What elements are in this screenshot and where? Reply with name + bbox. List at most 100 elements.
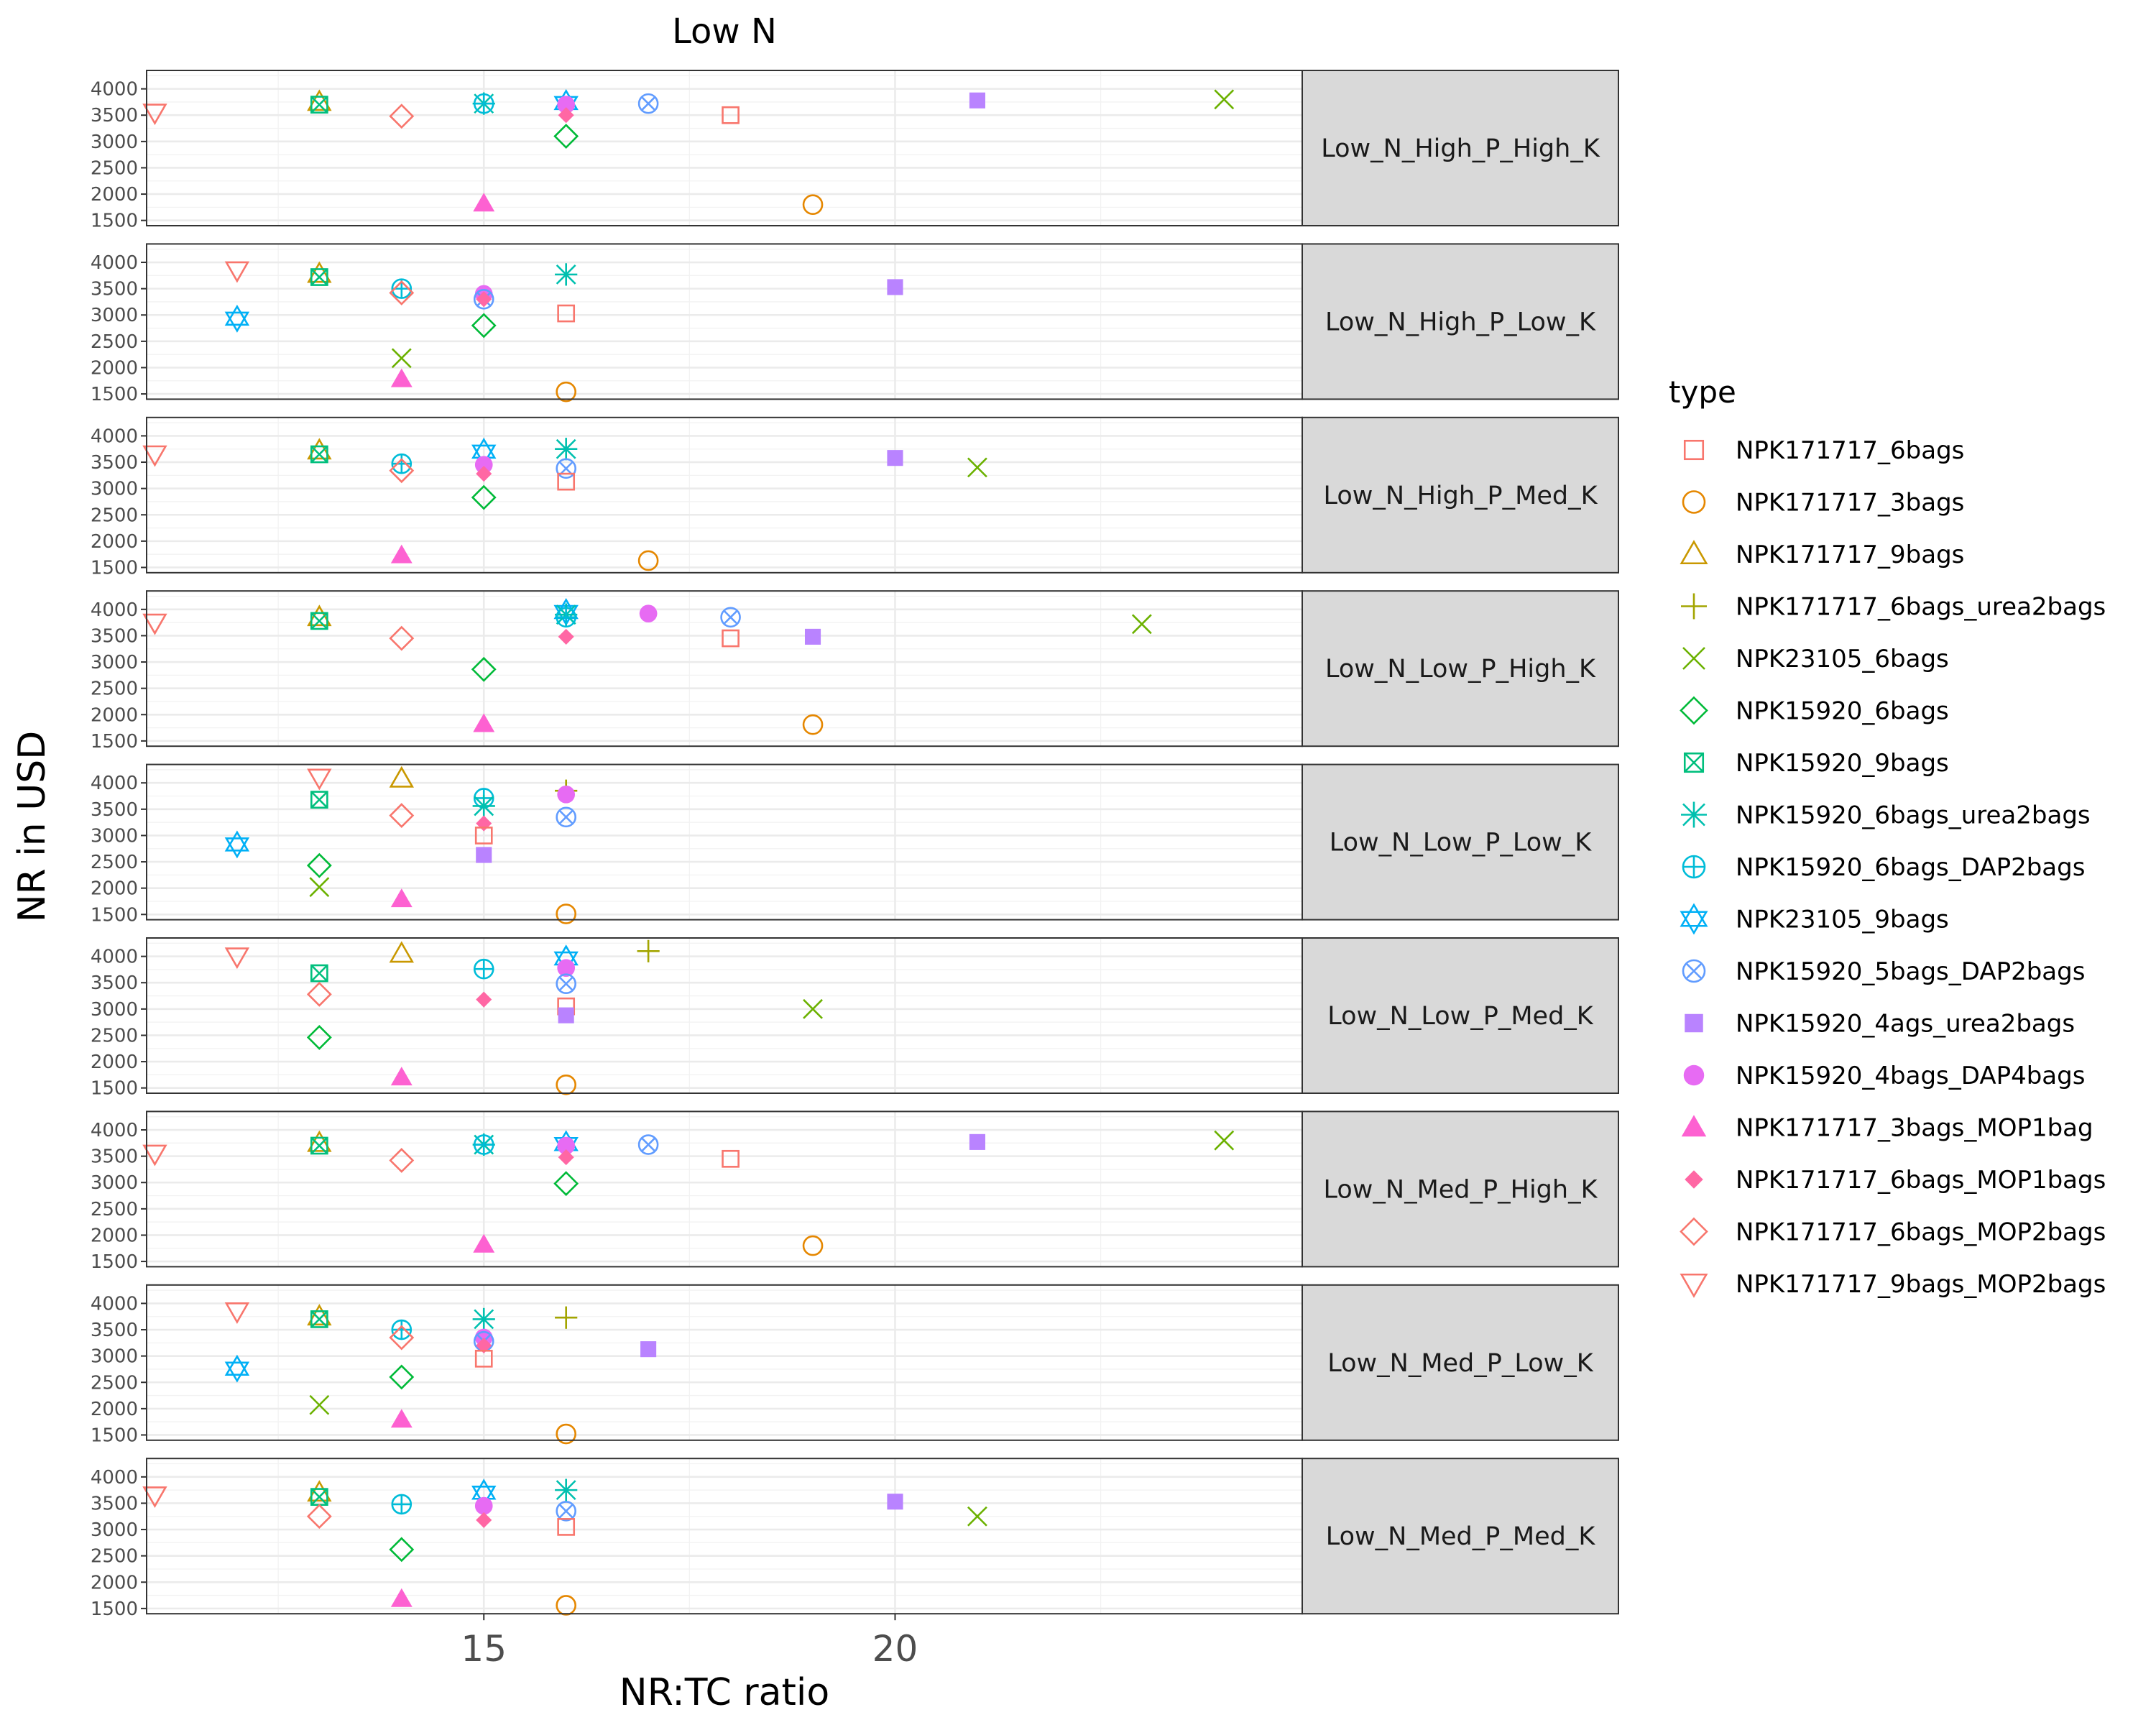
data-point	[476, 1512, 492, 1528]
y-tick-label: 2500	[91, 505, 138, 526]
y-tick-label: 3500	[91, 799, 138, 821]
data-point	[310, 1488, 328, 1506]
data-point	[556, 973, 576, 995]
data-point	[390, 544, 413, 564]
data-point	[557, 959, 576, 978]
y-tick-label: 3500	[91, 1493, 138, 1514]
facet-strip-label: Low_N_Med_P_High_K	[1323, 1175, 1598, 1204]
legend-key	[1683, 752, 1705, 773]
data-point	[637, 93, 659, 114]
legend-key	[1681, 801, 1707, 828]
legend-label: NPK171717_3bags	[1736, 489, 1964, 518]
y-tick-label: 2000	[91, 1225, 138, 1246]
data-point	[969, 1133, 985, 1150]
data-point	[555, 263, 578, 286]
data-point	[306, 1024, 332, 1050]
legend-key	[1683, 439, 1705, 461]
legend-item: NPK171717_9bags	[1680, 540, 1964, 569]
y-tick-label: 4000	[91, 1293, 138, 1315]
data-point	[389, 280, 415, 305]
y-tick-label: 3500	[91, 1320, 138, 1341]
data-point	[391, 453, 413, 474]
data-point	[473, 958, 494, 980]
data-point	[802, 1235, 824, 1256]
legend-item: NPK15920_4bags_DAP4bags	[1683, 1062, 2085, 1090]
data-point	[389, 1537, 415, 1563]
x-tick-label: 20	[872, 1628, 918, 1670]
data-point	[309, 877, 330, 898]
facet-strip	[1302, 763, 1619, 921]
y-axis-title: NR in USD	[11, 731, 54, 923]
legend-item: NPK15920_5bags_DAP2bags	[1682, 957, 2085, 986]
data-point	[555, 1478, 578, 1501]
y-tick-label: 3500	[91, 105, 138, 126]
data-point	[307, 768, 332, 791]
data-point	[557, 1518, 576, 1536]
data-point	[722, 629, 740, 648]
legend-key	[1685, 1170, 1703, 1189]
data-point	[142, 1144, 167, 1167]
data-point	[1214, 1130, 1235, 1151]
legend-item: NPK171717_6bags_urea2bags	[1681, 593, 2106, 622]
legend-label: NPK23105_9bags	[1736, 906, 1949, 934]
data-point	[557, 472, 576, 491]
facet-strip	[1302, 70, 1619, 226]
data-point	[639, 604, 658, 623]
legend-item: NPK15920_6bags_urea2bags	[1681, 801, 2091, 830]
data-point	[471, 313, 497, 339]
data-point	[389, 1148, 415, 1173]
y-tick-label: 1500	[91, 904, 138, 926]
data-point	[471, 484, 497, 510]
y-tick-label: 1500	[91, 384, 138, 405]
y-tick-label: 2000	[91, 1399, 138, 1420]
data-point	[474, 1349, 493, 1368]
facet-strip-label: Low_N_High_P_Low_K	[1325, 308, 1596, 336]
legend-label: NPK15920_6bags_urea2bags	[1736, 801, 2091, 830]
data-point	[637, 939, 660, 962]
data-point	[310, 964, 328, 983]
data-point	[637, 550, 659, 571]
data-point	[473, 93, 494, 114]
legend-key	[1680, 1217, 1708, 1246]
y-tick-label: 2000	[91, 1052, 138, 1073]
data-point	[391, 348, 412, 369]
data-point	[310, 612, 328, 630]
data-point	[389, 104, 415, 129]
data-point	[556, 1074, 576, 1095]
y-tick-label: 2500	[91, 1199, 138, 1220]
data-point	[307, 89, 332, 111]
facet-strip	[1302, 243, 1619, 400]
legend-item: NPK171717_6bags_MOP2bags	[1680, 1217, 2106, 1247]
legend-label: NPK23105_6bags	[1736, 645, 1949, 673]
facet-panel: 1500 2000 2500 3000 3500 4000 Low_N_High_P_Hig…	[91, 70, 1619, 232]
legend-label: NPK171717_6bags_MOP1bags	[1736, 1166, 2106, 1195]
y-tick-label: 3000	[91, 652, 138, 673]
y-tick-label: 4000	[91, 1120, 138, 1141]
data-point	[556, 1595, 576, 1616]
legend-label: NPK171717_6bags	[1736, 436, 1964, 465]
y-tick-label: 3500	[91, 279, 138, 300]
facet-strip	[1302, 1110, 1619, 1268]
y-tick-label: 1500	[91, 1251, 138, 1273]
data-point	[802, 194, 824, 216]
y-tick-label: 4000	[91, 947, 138, 968]
y-tick-label: 4000	[91, 426, 138, 447]
facet-panels: 1500 2000 2500 3000 3500 4000 Low_N_High_P_Hig…	[91, 70, 1619, 1620]
data-point	[390, 1409, 413, 1428]
facet-panel: 1500 2000 2500 3000 3500 4000 Low_N_High_P_Med…	[91, 416, 1619, 579]
x-axis: 15 20	[461, 1614, 918, 1670]
data-point	[476, 1337, 492, 1354]
data-point	[306, 981, 332, 1007]
data-point	[306, 1504, 332, 1530]
data-point	[389, 458, 415, 484]
data-point	[310, 1136, 328, 1155]
y-tick-label: 1500	[91, 557, 138, 579]
data-point	[224, 947, 250, 970]
data-point	[558, 107, 574, 124]
x-tick-label: 15	[461, 1628, 507, 1670]
data-point	[224, 1354, 250, 1383]
data-point	[556, 381, 576, 402]
legend-title: type	[1669, 374, 1736, 410]
facet-strip-label: Low_N_High_P_High_K	[1321, 134, 1600, 163]
